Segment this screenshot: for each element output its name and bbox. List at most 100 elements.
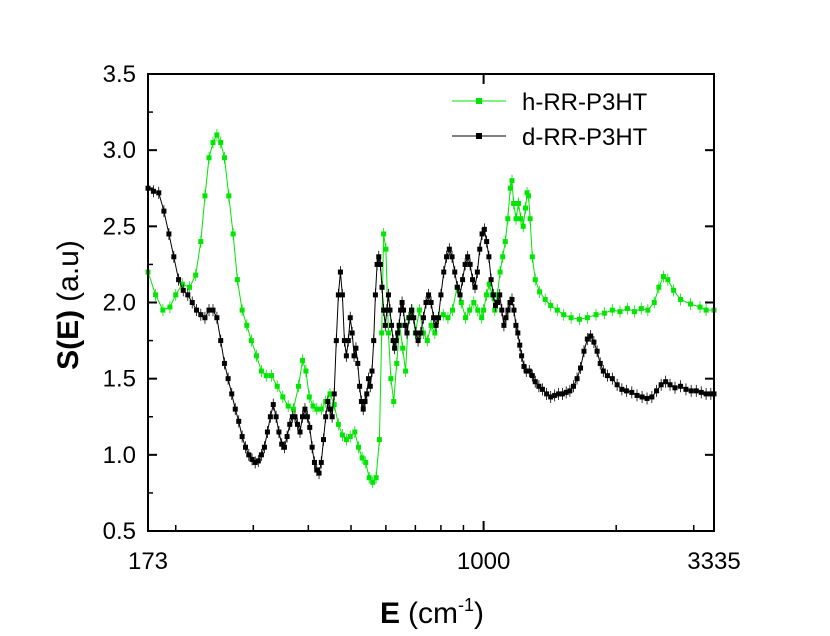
- data-point: [479, 315, 485, 321]
- data-point: [364, 391, 370, 397]
- data-point: [511, 200, 517, 206]
- data-point: [198, 239, 204, 245]
- legend-label-d-rr-p3ht: d-RR-P3HT: [522, 124, 648, 151]
- data-point: [492, 303, 498, 309]
- data-point: [189, 300, 195, 305]
- y-axis-symbol: S(E): [52, 310, 85, 370]
- data-point: [624, 306, 630, 312]
- data-point: [150, 188, 156, 194]
- data-point: [554, 307, 560, 313]
- data-point: [382, 322, 388, 328]
- data-point: [634, 392, 640, 398]
- data-point: [347, 315, 353, 321]
- data-point: [584, 315, 590, 321]
- data-point: [521, 363, 527, 369]
- data-point: [353, 345, 359, 351]
- data-point: [656, 284, 662, 290]
- data-point: [234, 277, 240, 283]
- data-point: [501, 322, 507, 328]
- data-point: [567, 388, 573, 394]
- data-point: [285, 403, 291, 409]
- data-point: [258, 368, 264, 374]
- data-point: [502, 239, 508, 245]
- legend-marker-d-rr-p3ht: [476, 133, 482, 139]
- data-point: [400, 345, 406, 351]
- data-point: [295, 421, 301, 427]
- data-point: [490, 292, 496, 298]
- data-point: [331, 391, 337, 397]
- data-point: [239, 307, 245, 313]
- data-point: [481, 307, 487, 313]
- data-point: [651, 300, 657, 305]
- data-point: [214, 315, 220, 321]
- data-point: [402, 322, 408, 328]
- data-point: [638, 306, 644, 312]
- data-point: [484, 239, 490, 245]
- data-point: [156, 190, 162, 196]
- data-point: [320, 437, 326, 443]
- data-point: [548, 394, 554, 400]
- data-point: [571, 383, 577, 389]
- data-point: [339, 292, 345, 298]
- data-point: [185, 292, 191, 298]
- data-point: [300, 357, 306, 363]
- data-point: [363, 459, 369, 465]
- data-point: [440, 312, 446, 318]
- data-point: [343, 353, 349, 359]
- data-point: [252, 459, 258, 465]
- data-point: [381, 307, 387, 313]
- data-point: [391, 399, 397, 405]
- data-point: [372, 292, 378, 298]
- data-point: [537, 289, 543, 295]
- data-point: [597, 360, 603, 366]
- data-point: [649, 394, 655, 400]
- data-point: [281, 444, 287, 450]
- data-point: [445, 315, 451, 321]
- x-axis-unit-close: ): [474, 597, 484, 630]
- data-point: [472, 284, 478, 290]
- x-axis-title: E (cm-1): [380, 595, 484, 630]
- data-point: [513, 322, 519, 328]
- data-point: [428, 300, 434, 305]
- data-point: [376, 254, 382, 260]
- data-point: [210, 140, 216, 146]
- data-point: [370, 479, 376, 485]
- data-point: [519, 353, 525, 359]
- data-point: [385, 292, 391, 298]
- data-point: [296, 383, 302, 389]
- data-point: [639, 394, 645, 400]
- data-point: [524, 190, 530, 196]
- data-point: [377, 261, 383, 267]
- data-point: [248, 338, 254, 344]
- data-point: [358, 399, 364, 405]
- data-point: [161, 208, 167, 214]
- data-point: [393, 338, 399, 344]
- data-point: [267, 414, 273, 420]
- data-point: [160, 307, 166, 313]
- data-point: [458, 300, 464, 305]
- data-point: [153, 292, 159, 298]
- data-point: [532, 277, 538, 283]
- data-point: [462, 261, 468, 267]
- data-point: [420, 315, 426, 321]
- data-point: [532, 379, 538, 385]
- data-point: [481, 226, 487, 232]
- data-point: [477, 246, 483, 252]
- data-point: [497, 269, 503, 275]
- data-point: [631, 309, 637, 315]
- data-point: [167, 304, 173, 310]
- data-point: [658, 382, 664, 388]
- data-point: [509, 178, 515, 184]
- data-point: [302, 406, 308, 412]
- data-point: [210, 307, 216, 313]
- data-point: [499, 307, 505, 313]
- data-point: [614, 382, 620, 388]
- data-point: [371, 338, 377, 344]
- data-point: [314, 406, 320, 412]
- data-point: [206, 155, 212, 161]
- data-point: [303, 368, 309, 374]
- data-point: [329, 414, 335, 420]
- data-point: [309, 444, 315, 450]
- data-point: [327, 391, 333, 397]
- data-point: [253, 353, 259, 359]
